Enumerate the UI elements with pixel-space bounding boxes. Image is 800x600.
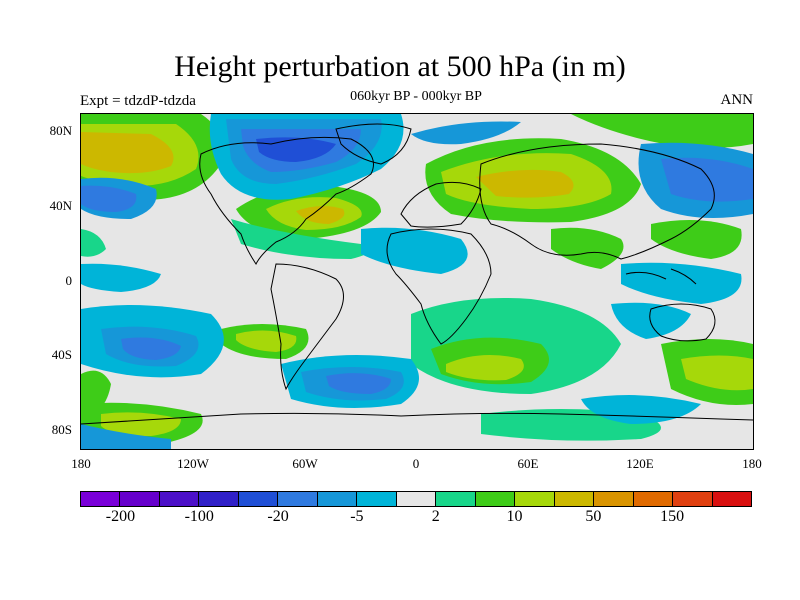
colorbar-swatch [712, 492, 751, 506]
lon-label-120w: 120W [177, 456, 209, 471]
lat-label-0: 0 [65, 273, 73, 288]
neg-region [611, 302, 691, 339]
map-panel [80, 113, 754, 450]
lat-label-80s: 80S [51, 422, 72, 437]
pos-region [651, 220, 742, 259]
colorbar-label: -200 [105, 508, 136, 525]
coastline-africa [386, 228, 492, 345]
coastline-maritime [625, 268, 697, 285]
neg-region [621, 262, 742, 304]
pos-region [101, 412, 181, 436]
neg-region [81, 424, 171, 449]
colorbar [80, 491, 752, 507]
colorbar-label: -100 [184, 508, 214, 525]
lon-label-180w: 180 [71, 456, 91, 471]
colorbar-label: 150 [660, 508, 685, 525]
pos-region [296, 205, 345, 224]
colorbar-swatch [357, 492, 397, 506]
coastline-antarctica [81, 412, 753, 425]
colorbar-swatch [317, 492, 358, 506]
neg-region [81, 185, 137, 212]
colorbar-label: -20 [267, 508, 289, 525]
pos-region [476, 169, 574, 198]
colorbar-label: 50 [585, 508, 602, 525]
colorbar-swatch [159, 492, 200, 506]
colorbar-swatch [673, 492, 713, 506]
pos-region [681, 355, 753, 391]
colorbar-swatch [396, 492, 437, 506]
colorbar-swatch [436, 492, 476, 506]
map-title: Height perturbation at 500 hPa (in m) [174, 50, 626, 83]
coastline-south-america [270, 263, 344, 391]
colorbar-label: 10 [506, 508, 523, 525]
colorbar-swatch [633, 492, 674, 506]
colorbar-swatch [120, 492, 160, 506]
neg-region [361, 227, 468, 274]
colorbar-swatch [238, 492, 279, 506]
colorbar-label: 2 [431, 508, 440, 525]
pos-region [571, 114, 753, 148]
lat-label-40s: 40S [51, 347, 72, 362]
lon-label-60w: 60W [292, 456, 318, 471]
coastline-layer [81, 123, 753, 425]
neg-region [411, 121, 521, 145]
lon-label-180e: 180 [742, 456, 762, 471]
pos-region [551, 227, 624, 269]
neg-region [326, 373, 391, 394]
colorbar-swatch [594, 492, 634, 506]
experiment-label: Expt = tdzdP-tdzda [80, 93, 196, 109]
lon-label-120e: 120E [626, 456, 654, 471]
pos-region [446, 355, 524, 381]
colorbar-swatch [278, 492, 318, 506]
coastline-asia [479, 143, 715, 260]
season-label: ANN [720, 92, 754, 108]
lon-label-0: 0 [412, 456, 420, 471]
neg-region [81, 263, 161, 292]
colorbar-swatch [199, 492, 239, 506]
colorbar-swatch [475, 492, 516, 506]
pos-region [231, 219, 369, 259]
coastline-europe [400, 181, 482, 228]
lat-label-80n: 80N [49, 123, 72, 138]
colorbar-swatch [515, 492, 555, 506]
pos-region [81, 229, 106, 257]
neg-region [256, 137, 336, 162]
colorbar-label: -5 [350, 508, 364, 525]
neg-region [121, 337, 181, 360]
coastline-australia [649, 303, 716, 342]
lon-label-60e: 60E [517, 456, 539, 471]
map-subtitle: 060kyr BP - 000kyr BP [350, 89, 482, 104]
coastline-greenland [335, 123, 412, 165]
pos-region [81, 132, 174, 174]
neg-region [661, 157, 753, 202]
positive-anomaly-layer [81, 114, 753, 444]
coastline-north-america [199, 136, 374, 265]
lat-label-40n: 40N [49, 198, 72, 213]
negative-anomaly-layer [81, 114, 753, 449]
colorbar-swatch [554, 492, 595, 506]
height-field-map [81, 114, 753, 449]
colorbar-swatch [81, 492, 121, 506]
